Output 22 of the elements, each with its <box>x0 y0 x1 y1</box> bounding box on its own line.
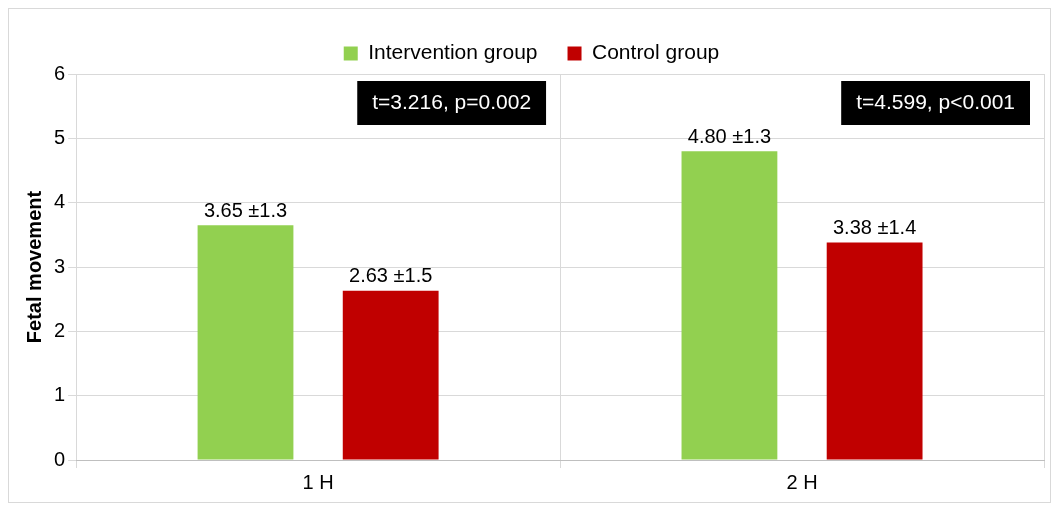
data-label: 3.65 ±1.3 <box>203 198 288 221</box>
legend-label: Control group <box>592 40 720 64</box>
bar <box>342 290 439 460</box>
y-tick-label: 0 <box>54 447 66 470</box>
y-tick-label: 4 <box>54 190 66 213</box>
data-label: 2.63 ±1.5 <box>349 264 433 287</box>
annotation: t=3.216, p=0.002 <box>372 89 532 113</box>
y-tick-label: 3 <box>54 254 66 277</box>
y-tick-label: 6 <box>54 61 66 84</box>
y-axis-title: Fetal movement <box>22 190 45 344</box>
bar <box>197 225 294 460</box>
bar <box>681 151 778 460</box>
x-tick-label: 2 H <box>786 470 818 493</box>
legend-label: Intervention group <box>368 40 538 64</box>
x-tick-label: 1 H <box>302 470 334 493</box>
y-tick-label: 1 <box>54 383 66 406</box>
data-label: 4.80 ±1.3 <box>687 124 772 147</box>
y-tick-label: 2 <box>54 318 66 341</box>
data-label: 3.38 ±1.4 <box>832 216 917 239</box>
bar <box>826 242 923 460</box>
annotation: t=4.599, p<0.001 <box>856 89 1015 113</box>
y-tick-label: 5 <box>54 125 66 148</box>
